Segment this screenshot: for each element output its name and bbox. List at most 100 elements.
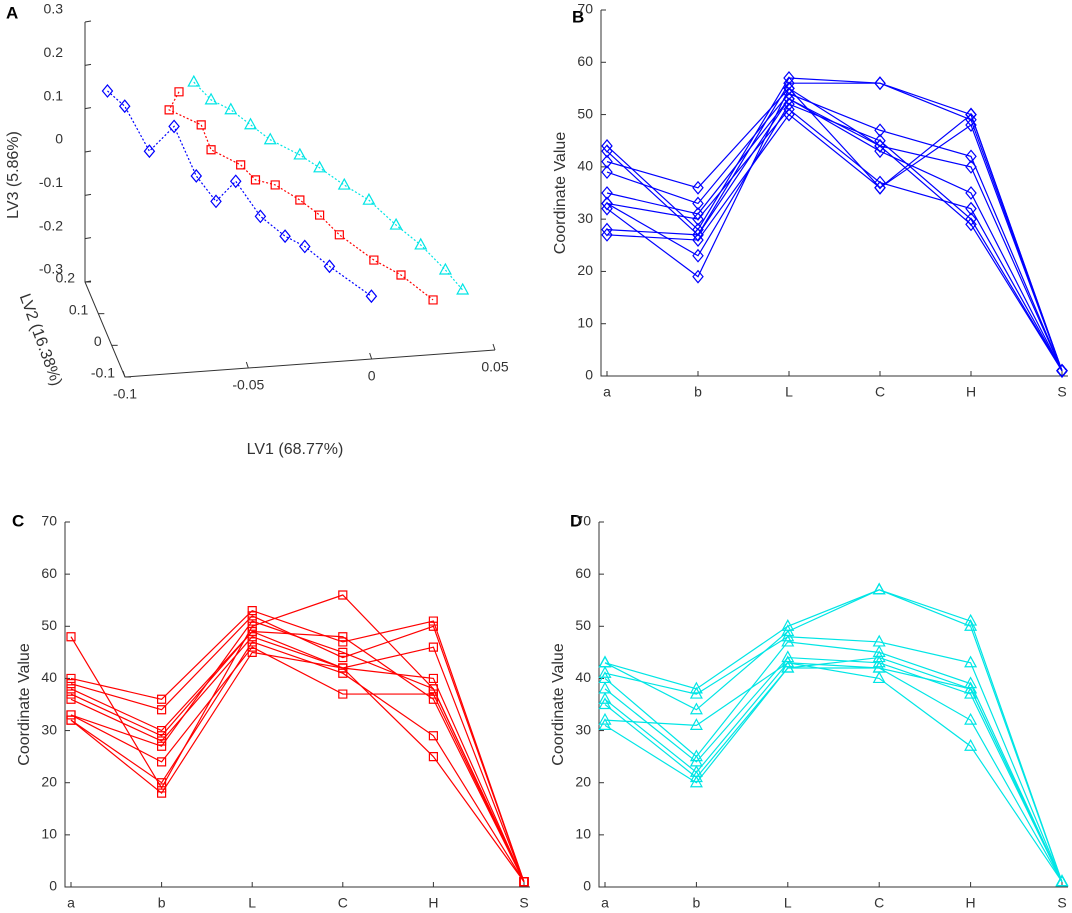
marker [338,590,348,600]
marker [689,702,703,715]
series-line [604,636,1063,883]
y-tick-label: -0.1 [91,365,115,381]
marker [965,201,977,216]
marker [692,233,704,247]
y-tick-label: 30 [577,210,593,226]
z-tick-label: 0.3 [44,1,64,17]
z-tick [84,193,92,196]
marker [428,621,438,631]
x-tick-label: S [1057,895,1066,911]
marker [783,81,795,96]
axis-line [598,522,1068,888]
z-tick-label: -0.2 [39,217,63,233]
marker [692,212,704,227]
marker [965,186,977,200]
marker [338,663,348,673]
marker [598,712,612,725]
point [369,255,379,265]
marker [874,123,886,138]
point [168,119,180,134]
marker [338,689,348,699]
marker [157,694,167,704]
point [263,132,277,145]
marker [964,738,978,751]
marker [157,788,167,798]
x-tick-label: -0.05 [232,377,264,393]
point [254,209,267,224]
marker [781,634,795,647]
z-tick [84,280,92,283]
marker [247,616,257,626]
z-tick-label: -0.1 [39,174,63,190]
marker [692,269,704,284]
y-tick-label: 60 [41,565,57,581]
marker [965,118,977,132]
z-tick-label: 0 [55,131,63,147]
series-line [604,656,1063,883]
y-tick-label: 50 [577,105,593,121]
y-tick-label: 0.1 [69,301,89,317]
point [143,144,156,159]
y-tick-label: 40 [575,669,591,685]
x-tick-label: a [601,895,609,911]
x-tick-label: -0.1 [113,386,137,402]
marker [965,217,977,232]
marker [1056,363,1068,378]
point [279,229,291,244]
y-axis-label: LV2 (16.38%) [16,292,65,389]
marker [598,692,612,704]
point [190,169,203,183]
series-line [606,82,1063,371]
x-tick-label: 0 [368,368,376,384]
marker [783,107,795,122]
point [428,295,438,305]
marker [598,718,612,730]
series-line [604,641,1063,883]
x-tick [122,370,126,378]
point [236,160,246,170]
marker [601,165,613,180]
marker [965,149,977,164]
marker [519,877,529,887]
marker [872,582,886,595]
y-tick-label: 0.2 [56,270,76,286]
point [270,180,280,190]
y-tick-label: 30 [41,721,57,737]
point [323,259,336,274]
marker [598,697,612,710]
marker [692,248,704,263]
marker [689,770,703,783]
point [229,174,242,189]
marker [874,139,886,153]
panel-label: D [570,511,582,530]
marker [689,681,703,694]
y-axis-label: Coordinate Value [550,643,567,766]
z-tick [84,63,92,66]
marker [689,686,703,699]
series-line [70,630,525,883]
z-tick [84,150,92,153]
marker [965,107,977,122]
y-tick-label: 70 [577,1,593,17]
point [204,92,218,105]
marker [874,76,886,91]
y-tick-label: 50 [575,617,591,633]
y-tick-label: 0 [585,367,593,383]
x-tick-label: b [158,895,166,911]
marker [601,222,613,237]
marker [601,154,613,169]
point [456,282,470,295]
x-tick-label: L [784,895,792,911]
marker [338,647,348,657]
x-tick-label: C [874,895,884,911]
series-line [604,656,1063,883]
marker [692,196,704,211]
point [362,192,376,205]
y-axis-label: Coordinate Value [16,643,33,766]
dotted-line [168,91,434,301]
marker [689,718,703,730]
y-tick-label: 30 [575,721,591,737]
series-line [70,646,525,883]
point [164,105,174,115]
series-line [604,667,1063,883]
